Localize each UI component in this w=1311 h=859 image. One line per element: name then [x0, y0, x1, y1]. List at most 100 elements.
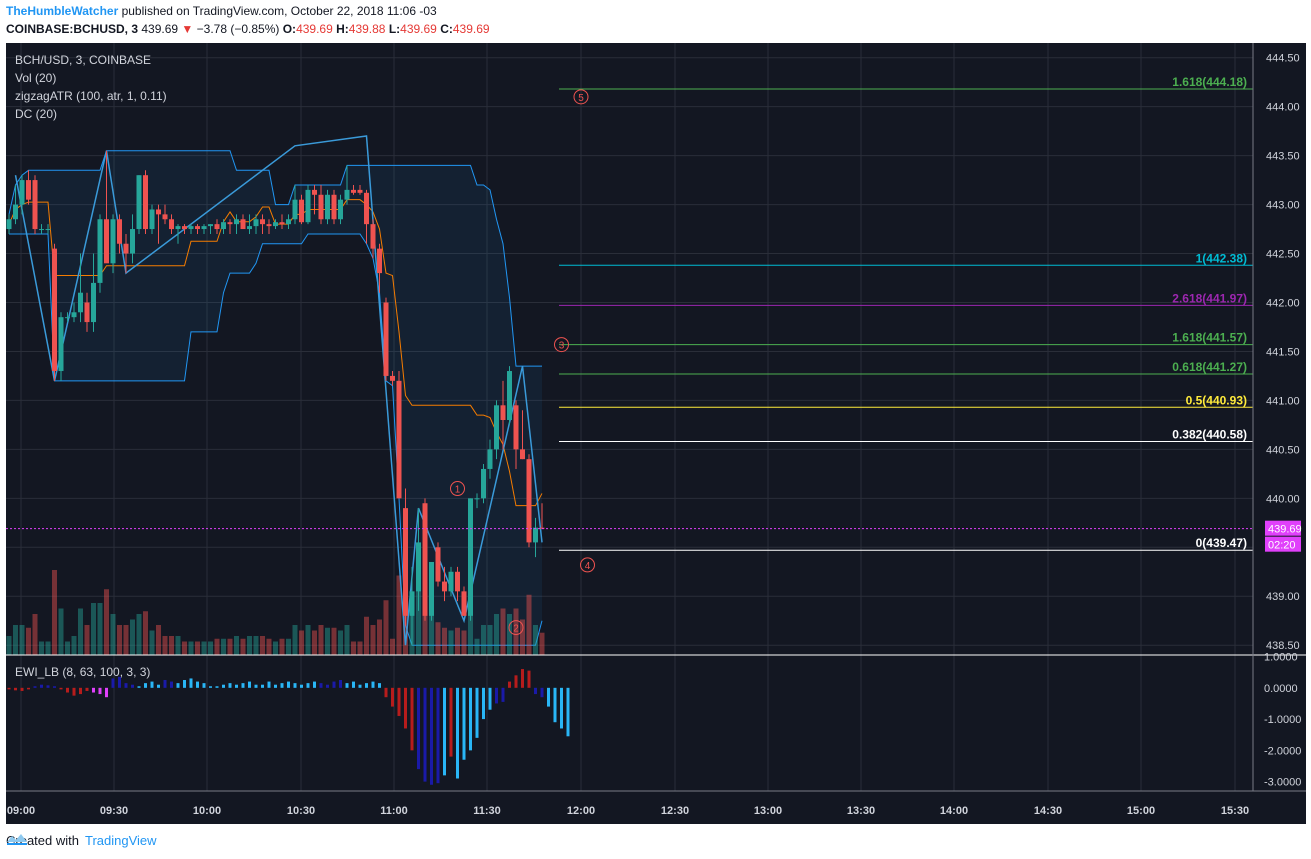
volume-bar: [78, 608, 83, 655]
volume-bar: [19, 625, 25, 655]
price-tick-label: 443.00: [1266, 200, 1300, 212]
candle-body: [26, 180, 31, 200]
candle-body: [247, 226, 252, 230]
osc-tick-label: -1.0000: [1264, 714, 1301, 726]
volume-bar: [162, 636, 168, 655]
volume-bar: [91, 603, 96, 655]
symbol: COINBASE:BCHUSD, 3: [6, 22, 139, 36]
zigzag-line: [14, 135, 543, 646]
volume-bar: [65, 641, 70, 655]
volume-bar: [279, 638, 285, 655]
time-tick-label: 10:00: [193, 805, 221, 817]
fib-level-label: 0(439.47): [1196, 536, 1247, 550]
oscillator-bar: [261, 684, 264, 688]
volume-bar: [312, 630, 317, 655]
time-tick-label: 12:00: [567, 805, 595, 817]
volume-bar: [370, 625, 376, 655]
price-tick-label: 440.00: [1266, 493, 1300, 505]
fib-level-label: 2.618(441.97): [1172, 291, 1247, 305]
candle-body: [52, 248, 57, 372]
candle-body: [201, 226, 207, 230]
oscillator-bar: [293, 683, 297, 688]
volume-bar: [396, 575, 402, 655]
oscillator-bar: [111, 678, 115, 688]
price-tick-label: 442.50: [1266, 249, 1300, 261]
oscillator-bar: [72, 687, 76, 696]
volume-bar: [156, 625, 161, 655]
oscillator-bar: [430, 687, 433, 785]
volume-bar: [299, 630, 304, 655]
candle-body: [533, 527, 538, 543]
candle-body: [169, 219, 174, 230]
volume-bar: [6, 636, 12, 655]
oscillator-bar: [443, 687, 446, 776]
volume-bar: [507, 614, 512, 655]
fib-level-label: 0.5(440.93): [1186, 393, 1247, 407]
volume-bar: [305, 625, 311, 655]
volume-bar: [448, 630, 454, 655]
candle-body: [6, 219, 12, 230]
oscillator-bar: [131, 684, 134, 688]
last-price-tag-bg: [1265, 520, 1301, 536]
price-tick-label: 443.50: [1266, 151, 1300, 163]
legend-item: BCH/USD, 3, COINBASE: [15, 53, 151, 67]
candle-body: [435, 547, 441, 582]
wave-label-circle: [573, 89, 589, 105]
candle-body: [461, 591, 467, 616]
candle-body: [416, 542, 421, 592]
candle-body: [78, 292, 83, 313]
oscillator-bar: [235, 684, 238, 688]
price-tick-label: 442.00: [1266, 297, 1300, 309]
wave-label: 3: [559, 341, 565, 352]
price-chart[interactable]: 1.618(444.18) 1(442.38) 2.618(441.97) 1.618…: [6, 43, 1306, 824]
candle-body: [260, 219, 265, 225]
osc-tick-label: 0.0000: [1264, 683, 1298, 695]
oscillator-bar: [404, 687, 407, 729]
oscillator-bar: [228, 683, 232, 688]
tradingview-link[interactable]: TradingView: [84, 833, 157, 848]
publish-line: TheHumbleWatcher published on TradingVie…: [6, 4, 437, 18]
osc-tick-label: 1.0000: [1264, 652, 1298, 664]
candle-body: [305, 189, 311, 223]
volume-bar: [435, 622, 441, 655]
author-link[interactable]: TheHumbleWatcher: [6, 4, 119, 18]
oscillator-bar: [540, 687, 544, 698]
wave-label-circle: [580, 557, 595, 573]
candle-body: [403, 508, 408, 616]
high-value: 439.88: [348, 22, 386, 36]
volume-bar: [221, 638, 226, 655]
volume-bar: [149, 630, 155, 655]
oscillator-bar: [189, 678, 193, 688]
oscillator-bar: [514, 675, 518, 688]
candle-body: [195, 226, 200, 230]
volume-bar: [513, 608, 519, 655]
volume-bar: [331, 627, 337, 655]
fib-level-label: 0.382(440.58): [1172, 428, 1247, 442]
volume-bar: [325, 627, 330, 655]
volume-bar: [474, 638, 480, 655]
oscillator-bar: [137, 686, 141, 688]
oscillator-bar: [521, 669, 524, 688]
oscillator-bar: [456, 687, 459, 779]
oscillator-bar: [560, 687, 563, 729]
candle-body: [526, 459, 532, 543]
oscillator-bar: [534, 687, 537, 695]
candle-body: [227, 222, 233, 225]
oscillator-bar: [98, 687, 102, 695]
candle-body: [455, 571, 460, 592]
volume-bar: [429, 614, 434, 655]
oscillator-bar: [339, 680, 342, 688]
chart-area[interactable]: 1.618(444.18) 1(442.38) 2.618(441.97) 1.618…: [6, 43, 1306, 824]
oscillator-bar: [436, 687, 440, 784]
volume-bar: [84, 625, 90, 655]
fib-level-label: 1.618(444.18): [1172, 75, 1247, 89]
oscillator-bar: [547, 687, 550, 707]
candle-body: [409, 591, 415, 616]
candle-body: [130, 229, 135, 254]
open-value: 439.69: [296, 22, 333, 36]
candle-body: [234, 219, 239, 225]
volume-bar: [260, 636, 265, 655]
oscillator-bar: [66, 687, 69, 693]
oscillator-bar: [105, 687, 108, 698]
oscillator-bar: [306, 683, 310, 688]
